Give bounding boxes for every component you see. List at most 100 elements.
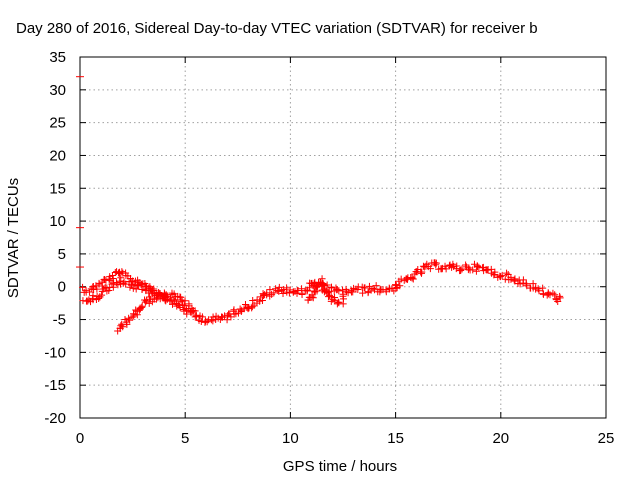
data-point: [138, 285, 146, 293]
y-tick-label: 30: [49, 82, 66, 99]
data-point: [191, 307, 199, 315]
data-point: [426, 265, 434, 273]
data-point: [554, 297, 562, 305]
data-point: [396, 282, 404, 290]
axis-ticks: [79, 56, 607, 419]
y-tick-label: 20: [49, 147, 66, 164]
data-point: [556, 292, 564, 300]
data-point: [129, 284, 137, 292]
data-point: [192, 313, 200, 321]
data-point: [326, 291, 334, 299]
data-point: [335, 299, 343, 307]
data-point: [483, 266, 491, 274]
x-tick-label: 5: [181, 430, 189, 447]
data-point: [469, 266, 477, 274]
data-point: [249, 297, 257, 304]
data-point: [198, 313, 206, 321]
data-point: [125, 277, 133, 285]
data-point: [128, 313, 136, 321]
data-point: [185, 300, 193, 308]
y-tick-label: 0: [58, 279, 66, 296]
data-point: [556, 294, 564, 302]
plot-frame: [79, 56, 607, 419]
data-point: [258, 296, 266, 304]
data-point: [248, 303, 256, 311]
x-tick-label: 15: [387, 430, 404, 447]
data-point: [79, 297, 87, 305]
data-point: [156, 295, 164, 303]
data-point: [457, 266, 465, 274]
data-point: [202, 317, 210, 325]
data-point: [145, 299, 153, 307]
data-point: [472, 267, 480, 275]
x-tick-label: 0: [76, 430, 84, 447]
data-point: [458, 265, 466, 273]
data-point: [442, 265, 450, 273]
data-point: [403, 275, 411, 283]
data-point: [259, 290, 267, 298]
data-point: [116, 277, 124, 285]
data-point: [339, 286, 347, 294]
data-point: [323, 281, 331, 289]
data-point: [181, 297, 189, 305]
data-point: [283, 284, 291, 292]
data-point: [132, 285, 140, 293]
data-point: [137, 280, 145, 288]
data-point: [98, 291, 106, 299]
data-point: [516, 280, 524, 288]
y-tick-label: 15: [49, 180, 66, 197]
data-point: [365, 282, 373, 290]
data-point: [539, 284, 547, 292]
data-point: [519, 276, 527, 284]
data-point: [544, 290, 552, 298]
data-point: [89, 292, 97, 300]
data-point: [167, 294, 175, 302]
data-point: [491, 268, 499, 276]
data-point: [266, 292, 274, 300]
data-point: [266, 286, 274, 294]
data-point: [223, 316, 231, 324]
y-tick-label: 35: [49, 49, 66, 66]
data-point: [119, 323, 127, 331]
y-axis-label: SDTVAR / TECUs: [5, 178, 22, 298]
data-point: [285, 289, 293, 297]
data-point: [334, 298, 342, 306]
data-point: [498, 271, 506, 279]
chart-title: Day 280 of 2016, Sidereal Day-to-day VTE…: [16, 20, 538, 37]
y-tick-label: -10: [44, 344, 66, 361]
data-point: [308, 293, 316, 301]
grid: [80, 57, 606, 418]
data-point: [369, 285, 377, 293]
data-point: [275, 287, 283, 295]
data-point: [241, 300, 249, 308]
x-tick-label: 20: [492, 430, 509, 447]
data-point: [487, 265, 495, 273]
data-point: [133, 281, 141, 289]
data-point: [339, 295, 347, 303]
data-point: [535, 287, 543, 295]
data-point: [511, 275, 519, 283]
data-point: [145, 293, 153, 301]
data-point: [315, 278, 323, 286]
x-axis-label: GPS time / hours: [283, 458, 397, 475]
data-points: [76, 76, 564, 335]
data-point: [294, 286, 302, 294]
y-tick-label: -20: [44, 410, 66, 427]
data-point: [105, 286, 113, 294]
data-point: [117, 274, 125, 282]
data-point: [95, 294, 103, 302]
data-point: [551, 291, 559, 299]
x-tick-label: 10: [282, 430, 299, 447]
data-point: [327, 283, 335, 291]
data-point: [309, 294, 317, 302]
y-tick-label: 25: [49, 115, 66, 132]
data-point: [93, 285, 101, 293]
data-point: [160, 289, 168, 297]
data-point: [183, 310, 191, 318]
data-point: [163, 292, 171, 300]
data-point: [150, 287, 158, 294]
data-point: [549, 289, 557, 297]
data-point: [298, 290, 306, 298]
data-point: [270, 289, 278, 297]
